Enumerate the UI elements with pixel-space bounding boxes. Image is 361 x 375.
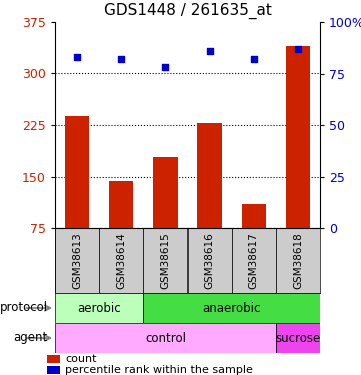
Bar <box>276 323 320 353</box>
Text: sucrose: sucrose <box>275 332 321 345</box>
Text: percentile rank within the sample: percentile rank within the sample <box>65 365 253 375</box>
Text: agent: agent <box>13 332 48 345</box>
Title: GDS1448 / 261635_at: GDS1448 / 261635_at <box>104 3 271 19</box>
Bar <box>242 204 266 228</box>
Point <box>251 56 257 62</box>
Point <box>295 46 301 52</box>
Text: protocol: protocol <box>0 302 48 315</box>
Text: GSM38616: GSM38616 <box>205 232 214 289</box>
Bar <box>65 116 89 228</box>
Bar <box>153 157 178 228</box>
Bar <box>47 366 60 374</box>
Text: GSM38614: GSM38614 <box>116 232 126 289</box>
Bar <box>143 293 320 323</box>
Point <box>207 48 213 54</box>
Bar <box>99 228 143 293</box>
Bar <box>187 228 232 293</box>
Point <box>118 56 124 62</box>
Bar <box>55 323 276 353</box>
Bar <box>143 228 187 293</box>
Bar <box>276 228 320 293</box>
Text: anaerobic: anaerobic <box>203 302 261 315</box>
Bar <box>197 123 222 228</box>
Text: GSM38617: GSM38617 <box>249 232 259 289</box>
Text: GSM38615: GSM38615 <box>160 232 170 289</box>
Bar <box>55 228 99 293</box>
Point <box>74 54 80 60</box>
Bar <box>47 355 60 363</box>
Text: control: control <box>145 332 186 345</box>
Bar <box>286 46 310 228</box>
Text: count: count <box>65 354 96 364</box>
Bar <box>55 293 143 323</box>
Point <box>162 64 168 70</box>
Text: GSM38618: GSM38618 <box>293 232 303 289</box>
Bar <box>109 181 134 228</box>
Text: aerobic: aerobic <box>77 302 121 315</box>
Text: GSM38613: GSM38613 <box>72 232 82 289</box>
Bar <box>232 228 276 293</box>
